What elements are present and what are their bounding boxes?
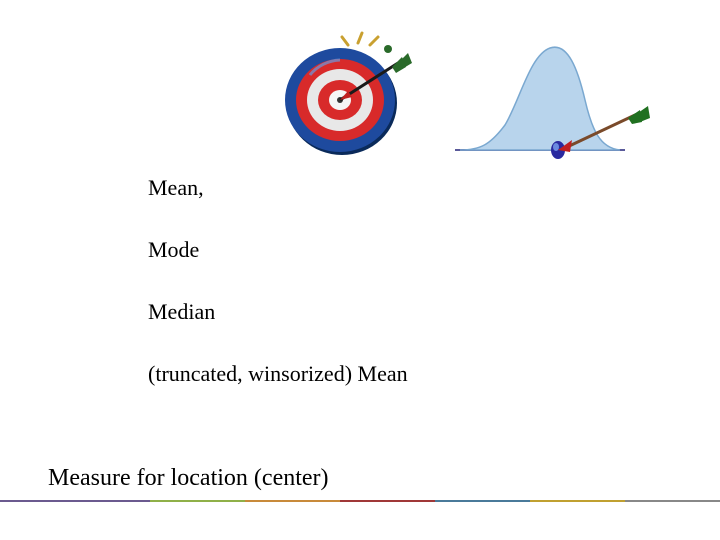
measures-list: Mean, Mode Median (truncated, winsorized…: [148, 175, 408, 423]
footer-seg: [435, 500, 530, 502]
footer-seg: [530, 500, 625, 502]
footer-accent-bar: [0, 498, 720, 504]
list-item-median: Median: [148, 299, 408, 325]
list-item-mode: Mode: [148, 237, 408, 263]
distribution-curve-graphic: [450, 30, 650, 175]
list-item-mean: Mean,: [148, 175, 408, 201]
slide-title: Measure for location (center): [48, 465, 329, 492]
list-item-truncated-mean: (truncated, winsorized) Mean: [148, 361, 408, 387]
footer-seg: [340, 500, 435, 502]
slide: Mean, Mode Median (truncated, winsorized…: [0, 0, 720, 540]
footer-seg: [245, 500, 340, 502]
target-dartboard-graphic: [280, 25, 440, 180]
footer-seg: [0, 500, 150, 502]
footer-seg: [625, 500, 720, 502]
graphics-area: [280, 25, 660, 165]
footer-seg: [150, 500, 245, 502]
